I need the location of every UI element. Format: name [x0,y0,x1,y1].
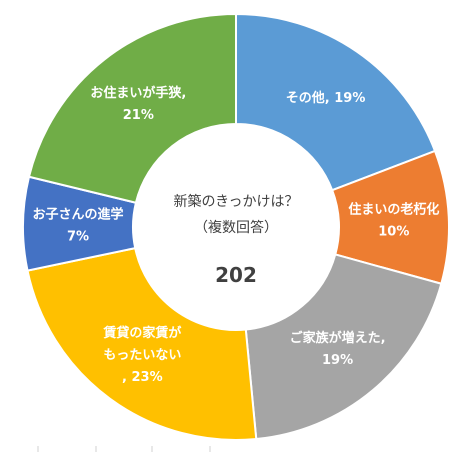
slice-label: 住まいの老朽化 10% [348,201,439,239]
slice-label-line: 21% [123,108,154,123]
slice-label-line: 10% [378,224,409,239]
slice-label-line: その他, 19% [286,90,366,106]
slice-label-line: 賃貸の家賃が [102,325,181,341]
slice-label-line: 7% [67,229,89,244]
slice-label-line: もったいない [103,348,181,363]
slice-label: その他, 19% [286,90,366,106]
donut-slice [235,12,437,192]
center-total-value: 202 [215,263,257,287]
slice-labels: その他, 19% 住まいの老朽化 10% ご家族が増えた, 19% 賃貸の家賃がもったいな… [33,85,440,385]
slice-label-line: ご家族が増えた, [290,330,386,346]
center-title-line-1: 新築のきっかけは？ [173,194,298,210]
slice-label: お子さんの進学 7% [33,206,124,244]
slice-label-line: 住まいの老朽化 [348,201,439,217]
donut-slice [26,246,258,441]
slice-label-line: 19% [322,353,353,368]
slice-label: お住まいが手狭, 21% [90,85,186,123]
donut-slices [22,12,450,441]
slice-label: ご家族が増えた, 19% [290,330,386,368]
donut-slice [27,12,237,204]
slice-label: 賃貸の家賃がもったいない , 23% [102,325,181,385]
baseline-ticks [37,446,211,452]
slice-label-line: お住まいが手狭, [90,85,186,101]
donut-slice [244,253,443,441]
center-title-line-2: （複数回答） [194,219,278,236]
donut-center: 新築のきっかけは？ （複数回答） 202 [173,194,298,287]
slice-label-line: お子さんの進学 [33,206,124,222]
slice-label-line: , 23% [122,370,163,385]
